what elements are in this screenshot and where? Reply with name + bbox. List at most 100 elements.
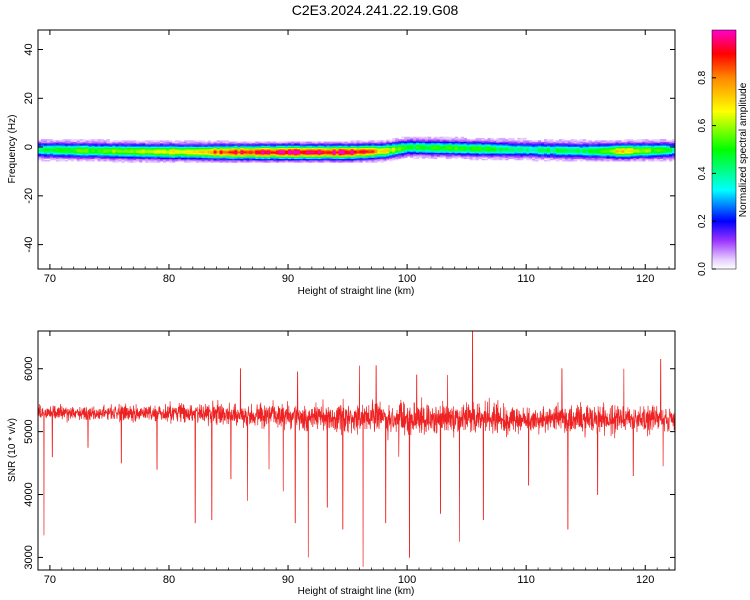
- spectrogram-cell: [219, 153, 223, 156]
- spectrogram-cell: [496, 146, 500, 149]
- snr-frame: [37, 330, 676, 571]
- spectrogram-cell: [591, 147, 596, 150]
- spectrogram-cell: [490, 156, 494, 158]
- spectrogram-cell: [469, 144, 473, 146]
- spectrogram-cell: [252, 152, 256, 155]
- spectrogram-cell: [335, 157, 340, 160]
- spectrogram-cell: [338, 151, 343, 153]
- spectrogram-cell: [136, 153, 140, 156]
- spectrogram-cell: [61, 157, 66, 160]
- spectrogram-cell: [127, 157, 131, 160]
- spectrogram-cell: [579, 144, 584, 146]
- spectrogram-cell: [389, 148, 393, 151]
- spectrogram-cell: [606, 144, 610, 146]
- spectrogram-cell: [365, 158, 369, 161]
- spectrogram-cell: [285, 151, 289, 153]
- spectrogram-cell: [222, 157, 226, 160]
- spectrogram-cell: [285, 161, 289, 163]
- spectrogram-cell: [201, 147, 206, 150]
- spectrogram-cell: [246, 147, 250, 150]
- spectrogram-cell: [73, 150, 78, 152]
- spectrogram-cell: [615, 144, 619, 146]
- spectrogram-cell: [145, 144, 149, 146]
- spectrogram-cell: [225, 152, 229, 155]
- spectrogram-cell: [618, 140, 622, 142]
- spectrogram-cell: [168, 144, 173, 146]
- spectrogram-cell: [320, 145, 325, 147]
- spectrogram-cell: [249, 157, 253, 160]
- spectrogram-cell: [579, 152, 584, 155]
- spectrogram-cell: [124, 159, 128, 162]
- spectrogram-cell: [38, 147, 42, 150]
- spectrogram-cell: [359, 148, 363, 151]
- spectrogram-cell: [311, 153, 316, 156]
- spectrogram-cell: [276, 156, 280, 158]
- spectrogram-cell: [97, 152, 101, 155]
- spectrogram-cell: [436, 137, 441, 140]
- spectrogram-cell: [657, 145, 661, 147]
- spectrogram-cell: [573, 146, 578, 149]
- spectrogram-cell: [401, 148, 405, 151]
- spectrogram-cell: [160, 158, 164, 161]
- spectrogram-cell: [252, 148, 256, 151]
- spectrogram-cell: [246, 142, 250, 145]
- spectrogram-cell: [79, 140, 84, 142]
- spectrogram-cell: [523, 154, 527, 157]
- spectrogram-cell: [398, 142, 402, 145]
- spectrogram-cell: [502, 142, 506, 145]
- spectrogram-cell: [293, 146, 298, 149]
- spectrogram-cell: [526, 151, 530, 153]
- spectrogram-cell: [76, 156, 81, 158]
- spectrogram-cell: [267, 144, 271, 146]
- spectrogram-cell: [445, 146, 450, 149]
- spectrogram-cell: [82, 145, 87, 147]
- spectrogram-cell: [535, 144, 539, 146]
- spectrogram-cell: [332, 141, 337, 144]
- spectrogram-cell: [484, 152, 488, 155]
- spectrogram-cell: [395, 151, 399, 153]
- spectrogram-cell: [154, 140, 158, 142]
- spectrogram-cell: [151, 144, 155, 146]
- spectrogram-cell: [320, 156, 325, 158]
- spectrogram-cell: [58, 147, 63, 150]
- spectrogram-cell: [231, 145, 235, 147]
- spectrogram-cell: [487, 150, 491, 152]
- spectrogram-cell: [154, 154, 158, 157]
- spectrogram-cell: [329, 154, 334, 157]
- spectrogram-cell: [532, 147, 536, 150]
- spectrogram-cell: [514, 142, 518, 145]
- spectrogram-cell: [672, 158, 675, 161]
- spectrogram-cell: [585, 145, 590, 147]
- spectrogram-cell: [329, 152, 334, 155]
- spectrogram-cell: [142, 144, 146, 146]
- spectrogram-cell: [621, 140, 625, 142]
- spectrogram-cell: [612, 154, 616, 157]
- spectrogram-cell: [442, 146, 447, 149]
- spectrogram-cell: [612, 145, 616, 147]
- spectrogram-cell: [651, 140, 655, 142]
- spectrogram-cell: [237, 161, 241, 163]
- spectrogram-cell: [276, 152, 280, 155]
- spectrogram-cell: [460, 137, 465, 140]
- spectrogram-cell: [561, 145, 566, 147]
- spectrogram-cell: [198, 148, 203, 151]
- spectrogram-cell: [264, 153, 268, 156]
- spectrogram-cell: [183, 152, 188, 155]
- spectrogram-cell: [299, 144, 304, 146]
- spectrogram-cell: [139, 144, 143, 146]
- spectrogram-cell: [261, 153, 265, 156]
- spectrogram-cell: [427, 148, 432, 151]
- spectrogram-cell: [40, 147, 45, 150]
- spectrogram-cell: [448, 140, 453, 142]
- spectrogram-cell: [660, 140, 664, 142]
- spectrogram-cell: [201, 158, 206, 161]
- spectrogram-cell: [493, 148, 497, 151]
- spectrogram-cell: [320, 150, 325, 152]
- spectrogram-cell: [660, 145, 664, 147]
- spectrogram-cell: [43, 156, 48, 158]
- spectrogram-cell: [299, 156, 304, 158]
- spectrogram-cell: [359, 158, 363, 161]
- spectrogram-cell: [654, 148, 658, 151]
- spectrogram-cell: [97, 144, 101, 146]
- spectrogram-cell: [305, 154, 310, 157]
